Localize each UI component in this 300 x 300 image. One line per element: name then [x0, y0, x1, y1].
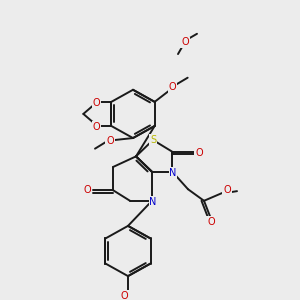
Text: S: S: [150, 135, 156, 145]
Text: O: O: [169, 82, 176, 92]
Text: O: O: [223, 185, 231, 195]
Text: O: O: [120, 291, 128, 300]
Text: O: O: [92, 98, 100, 108]
Text: N: N: [169, 168, 177, 178]
Text: O: O: [92, 122, 100, 132]
Text: O: O: [106, 136, 114, 146]
Text: O: O: [207, 217, 215, 227]
Text: N: N: [149, 197, 157, 207]
Text: O: O: [181, 38, 189, 47]
Text: O: O: [83, 185, 91, 195]
Text: O: O: [195, 148, 203, 158]
